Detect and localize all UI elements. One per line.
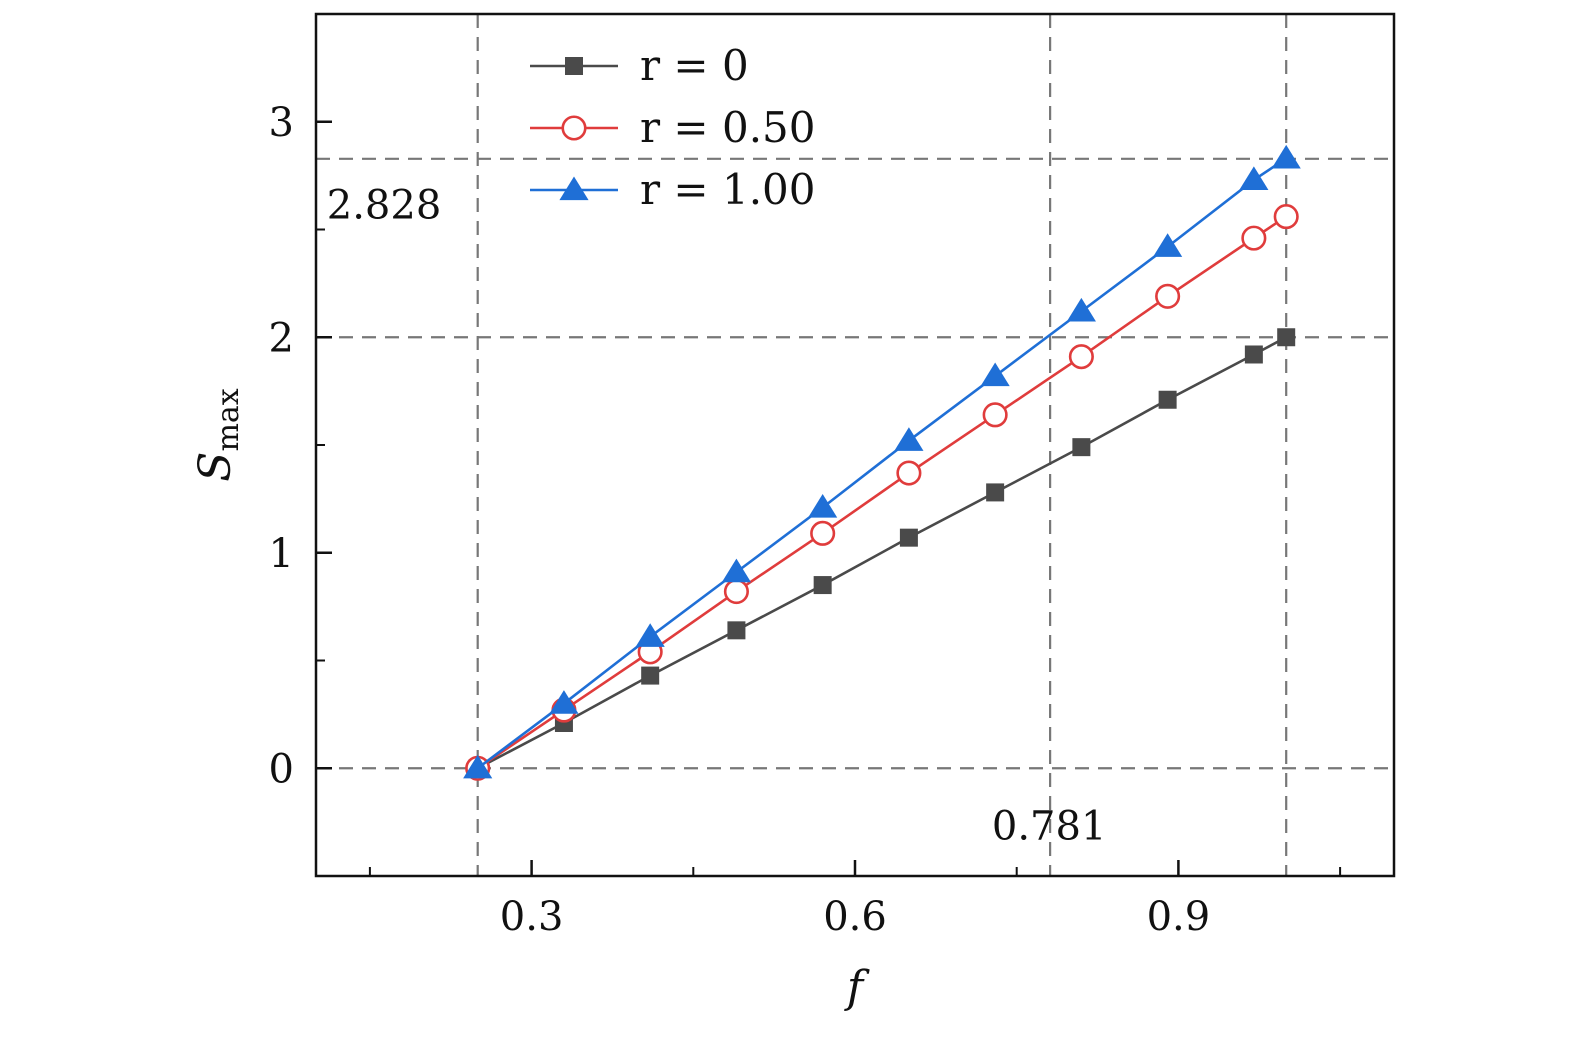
data-point [899, 528, 918, 547]
legend-item-2: r = 1.00 [530, 165, 816, 214]
legend: r = 0 r = 0.50 r = 1.00 [530, 41, 816, 214]
data-point [1239, 166, 1269, 191]
data-point [723, 578, 749, 605]
y-axis-title-main: S [190, 452, 241, 482]
annotations: 2.828 0.781 [327, 183, 1107, 850]
y-tick-label: 2 [269, 315, 294, 361]
data-point [810, 520, 836, 546]
data-point [641, 666, 660, 685]
data-point [1271, 144, 1301, 169]
data-point [1153, 233, 1183, 257]
data-point [727, 621, 746, 640]
x-tick-label: 0.3 [500, 894, 564, 940]
plot-frame [314, 12, 1396, 878]
data-point [1066, 297, 1096, 322]
y-axis-title: Smax [190, 388, 246, 481]
data-point [982, 402, 1008, 428]
legend-label: r = 0 [640, 41, 749, 90]
y-tick-label: 1 [269, 531, 294, 577]
legend-marker [565, 57, 583, 75]
data-point [1244, 345, 1263, 364]
data-point [1068, 344, 1094, 370]
data-point [986, 483, 1005, 502]
data-point [1155, 283, 1181, 309]
axis-ticks: 0.3 0.6 0.9 0 1 2 3 [269, 100, 1342, 940]
data-point [808, 493, 838, 518]
legend-marker [561, 115, 587, 141]
data-point [1273, 204, 1299, 230]
data-point [1072, 438, 1091, 457]
data-point [721, 558, 751, 583]
reference-lines [316, 14, 1394, 876]
legend-item-0: r = 0 [530, 41, 749, 90]
x-tick-label: 0.6 [823, 894, 887, 940]
data-point [635, 623, 665, 647]
data-point [549, 690, 579, 714]
y-tick-label: 0 [269, 746, 294, 792]
legend-item-1: r = 0.50 [530, 103, 816, 152]
annotation-label-1: 0.781 [992, 803, 1107, 849]
data-point [1241, 225, 1267, 251]
data-point [894, 427, 924, 451]
data-point [463, 754, 493, 779]
data-point [1277, 328, 1296, 347]
series-1 [465, 204, 1299, 781]
x-tick-label: 0.9 [1147, 894, 1211, 940]
y-axis-title-sub: max [211, 388, 246, 451]
data-point [896, 460, 922, 486]
legend-label: r = 0.50 [640, 103, 816, 152]
annotation-label-0: 2.828 [327, 183, 442, 229]
x-axis-title: f [844, 962, 870, 1013]
series-0 [468, 328, 1296, 778]
legend-label: r = 1.00 [640, 165, 816, 214]
data-point [980, 362, 1010, 387]
series-group [463, 144, 1301, 781]
y-tick-label: 3 [269, 100, 294, 146]
legend-marker [559, 176, 589, 201]
series-2 [463, 144, 1301, 779]
data-point [1158, 390, 1177, 409]
data-point [813, 576, 832, 595]
